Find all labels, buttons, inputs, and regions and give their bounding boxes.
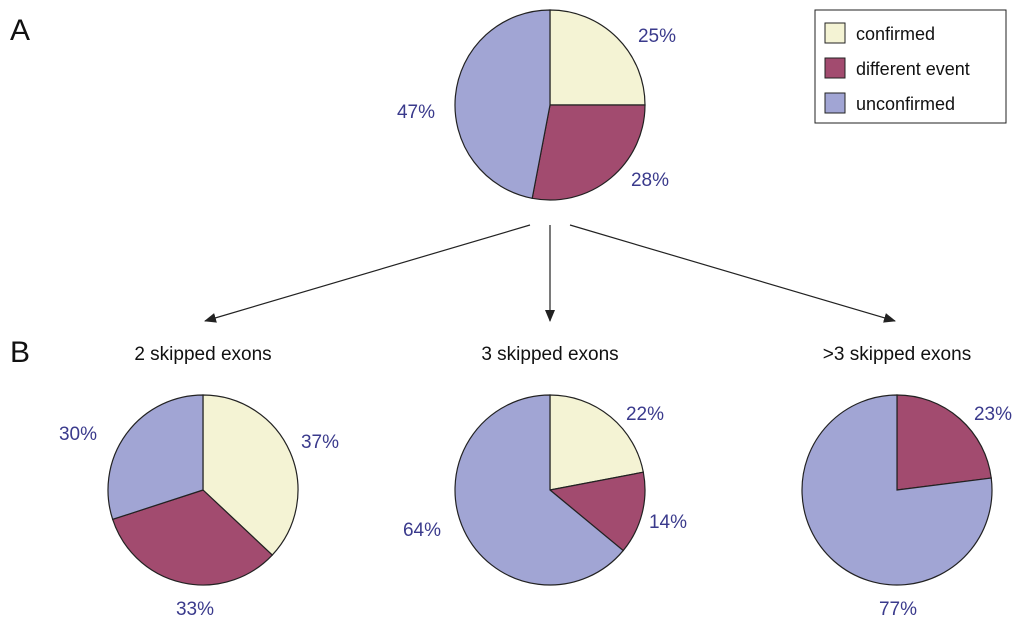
pie-slice-unconfirmed (455, 10, 550, 198)
legend-label-different-event: different event (856, 59, 970, 79)
legend-swatch-unconfirmed (825, 93, 845, 113)
legend-label-unconfirmed: unconfirmed (856, 94, 955, 114)
percent-label-confirmed: 37% (301, 432, 339, 453)
percent-label-different-event: 33% (176, 599, 214, 620)
arrow-to-gt3-skipped (570, 225, 895, 321)
pie-3-skipped-exons: 22% 14% 64% (403, 395, 687, 585)
percent-label-different-event: 28% (631, 170, 669, 191)
panel-label-a: A (10, 14, 30, 47)
pie-overall: 25% 28% 47% (397, 10, 676, 200)
percent-label-confirmed: 25% (638, 26, 676, 47)
chart-title-gt3-skipped: >3 skipped exons (823, 344, 971, 365)
percent-label-unconfirmed: 64% (403, 520, 441, 541)
percent-label-confirmed: 22% (626, 404, 664, 425)
arrow-to-2-skipped (205, 225, 530, 321)
percent-label-unconfirmed: 47% (397, 102, 435, 123)
percent-label-different-event: 23% (974, 404, 1012, 425)
pie-slice-confirmed (550, 10, 645, 105)
pie-slice-different-event (532, 105, 645, 200)
percent-label-unconfirmed: 77% (879, 599, 917, 620)
percent-label-different-event: 14% (649, 512, 687, 533)
legend-label-confirmed: confirmed (856, 24, 935, 44)
chart-title-3-skipped: 3 skipped exons (481, 344, 618, 365)
legend-swatch-different-event (825, 58, 845, 78)
panel-label-b: B (10, 336, 30, 369)
chart-title-2-skipped: 2 skipped exons (134, 344, 271, 365)
pie-gt3-skipped-exons: 23% 77% (802, 395, 1012, 620)
pie-2-skipped-exons: 37% 33% 30% (59, 395, 339, 620)
legend-swatch-confirmed (825, 23, 845, 43)
legend: confirmed different event unconfirmed (815, 10, 1006, 123)
percent-label-unconfirmed: 30% (59, 424, 97, 445)
